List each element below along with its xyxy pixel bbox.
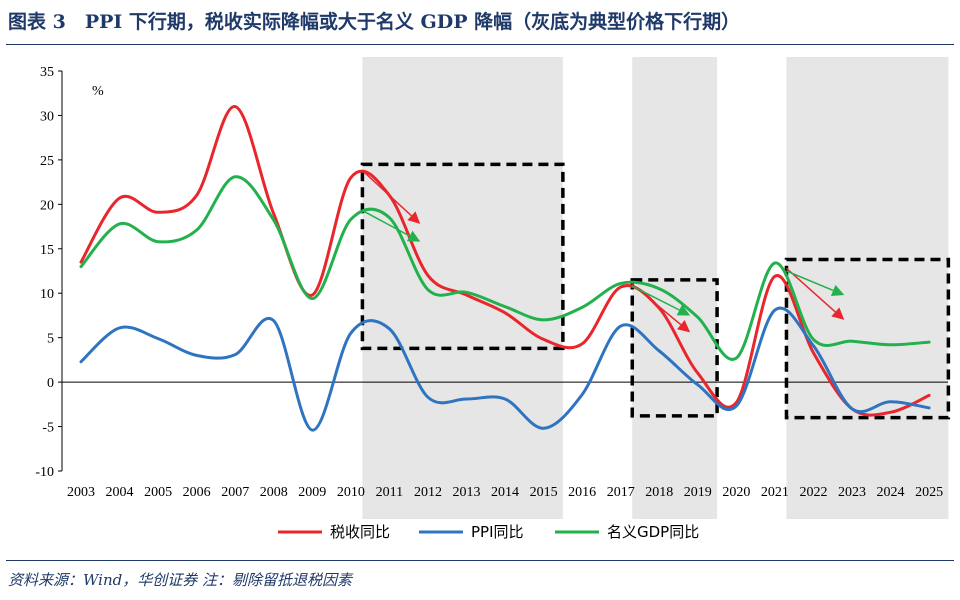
trend-arrows [361, 170, 845, 333]
legend: 税收同比 PPI同比 名义GDP同比 [278, 523, 699, 541]
y-tick-label: 25 [40, 154, 54, 169]
y-tick-label: -10 [35, 465, 54, 480]
x-tick-label: 2010 [337, 485, 365, 500]
trend-arrow-4-shaft [631, 285, 680, 311]
x-tick-label: 2006 [183, 485, 211, 500]
x-tick-label: 2016 [568, 485, 596, 500]
trend-arrow-6-shaft [786, 270, 834, 292]
trend-arrow-4-head [676, 304, 691, 316]
y-tick-label: 35 [40, 65, 54, 80]
trend-arrow-2-head [406, 230, 421, 242]
x-tick-label: 2009 [298, 485, 326, 500]
x-tick-label: 2004 [106, 485, 134, 500]
trend-arrow-5-shaft [785, 267, 836, 313]
dashed-boxes [360, 162, 951, 420]
x-tick-label: 2024 [877, 485, 905, 500]
x-tick-label: 2019 [684, 485, 712, 500]
y-tick-label: 5 [47, 332, 54, 347]
dashed-box-1 [360, 162, 565, 351]
x-tick-label: 2022 [799, 485, 827, 500]
legend-item-ppi: PPI同比 [419, 523, 524, 541]
series-gdp-line [79, 175, 931, 361]
unit-label: % [92, 84, 104, 99]
footer-rule [6, 560, 954, 561]
title-rule [6, 44, 954, 45]
x-tick-label: 2011 [376, 485, 403, 500]
y-tick-label: -5 [42, 421, 54, 436]
x-tick-label: 2025 [915, 485, 943, 500]
source-note: 资料来源：Wind，华创证券 注：剔除留抵退税因素 [8, 571, 352, 589]
series-lines [79, 105, 931, 432]
y-tick-label: 15 [40, 243, 54, 258]
x-tick-label: 2005 [144, 485, 172, 500]
shaded-periods [362, 57, 949, 519]
dashed-box-3 [784, 257, 951, 420]
trend-arrow-1-head [407, 211, 421, 224]
x-tick-label: 2021 [761, 485, 789, 500]
x-tick-label: 2014 [491, 485, 519, 500]
trend-arrow-1-shaft [361, 170, 412, 217]
y-tick-label: 0 [47, 376, 54, 391]
x-tick-label: 2015 [530, 485, 558, 500]
legend-label: 名义GDP同比 [607, 523, 699, 541]
legend-item-tax: 税收同比 [278, 523, 390, 541]
x-tick-label: 2020 [722, 485, 750, 500]
x-tick-label: 2017 [607, 485, 635, 500]
shaded-period-3 [786, 57, 949, 519]
x-tick-label: 2013 [453, 485, 481, 500]
trend-arrow-3-head [677, 320, 691, 333]
trend-arrow-6-head [830, 284, 845, 296]
x-tick-label: 2018 [645, 485, 673, 500]
figure-title: 图表 3 PPI 下行期，税收实际降幅或大于名义 GDP 降幅（灰底为典型价格下… [8, 11, 741, 33]
shaded-period-1 [362, 57, 563, 519]
x-tick-label: 2023 [838, 485, 866, 500]
legend-item-gdp: 名义GDP同比 [555, 523, 699, 541]
x-tick-label: 2003 [67, 485, 95, 500]
trend-arrow-5-head [831, 307, 845, 320]
y-tick-label: 20 [40, 198, 54, 213]
series-ppi-line [79, 306, 931, 432]
x-tick-label: 2008 [260, 485, 288, 500]
series-tax-line [79, 105, 931, 417]
x-tick-label: 2007 [221, 485, 249, 500]
legend-label: 税收同比 [330, 523, 390, 541]
legend-label: PPI同比 [471, 523, 524, 541]
x-tick-label: 2012 [414, 485, 442, 500]
trend-arrow-2-shaft [362, 209, 411, 237]
shaded-period-2 [632, 57, 718, 519]
y-tick-label: 10 [40, 287, 54, 302]
y-tick-label: 30 [40, 109, 54, 124]
